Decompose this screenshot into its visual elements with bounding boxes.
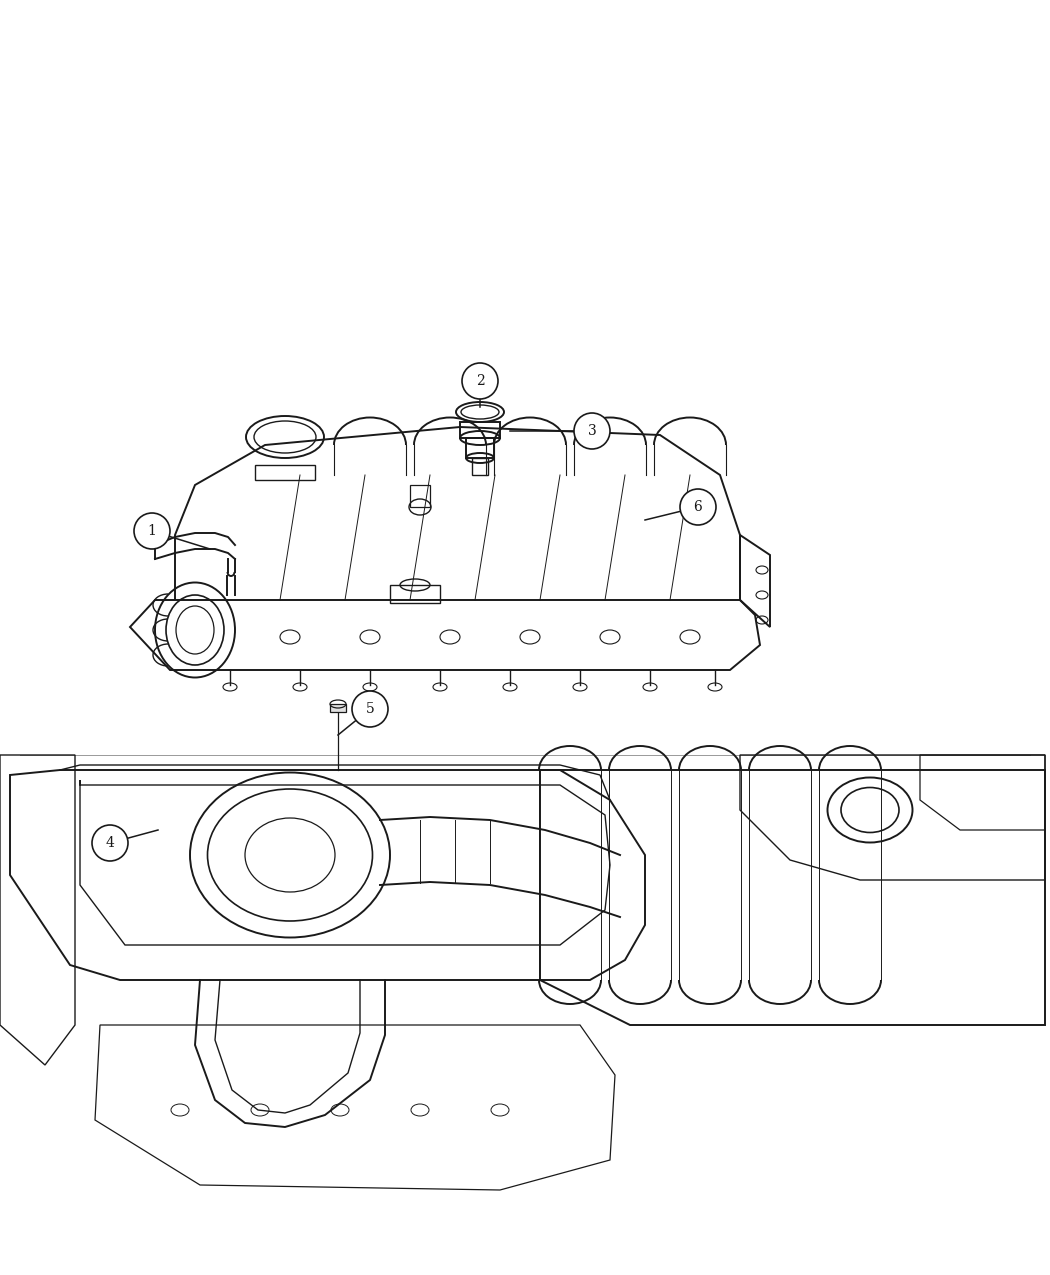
Circle shape bbox=[680, 490, 716, 525]
Text: 5: 5 bbox=[365, 703, 375, 717]
Text: 1: 1 bbox=[148, 524, 156, 538]
Circle shape bbox=[574, 413, 610, 449]
Circle shape bbox=[462, 363, 498, 399]
Text: 4: 4 bbox=[106, 836, 114, 850]
Text: 2: 2 bbox=[476, 374, 484, 388]
Circle shape bbox=[134, 513, 170, 550]
Circle shape bbox=[92, 825, 128, 861]
Circle shape bbox=[352, 691, 388, 727]
Text: 6: 6 bbox=[694, 500, 702, 514]
Text: 3: 3 bbox=[588, 425, 596, 439]
Polygon shape bbox=[330, 704, 346, 711]
